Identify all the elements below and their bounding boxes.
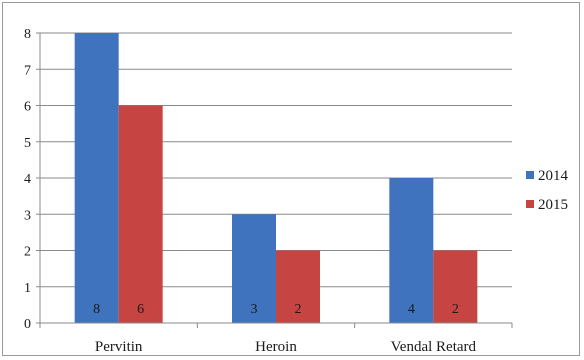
bar-2014-pervitin <box>74 33 119 323</box>
legend-label-2014: 2014 <box>538 168 569 184</box>
y-tick-label: 8 <box>24 27 31 42</box>
y-axis-ticks: 0 1 2 3 4 5 6 7 8 <box>24 27 40 332</box>
bar-2014-vendal-retard <box>389 178 434 323</box>
y-tick-label: 3 <box>24 208 31 223</box>
data-labels: 8 6 3 2 4 2 <box>93 302 459 317</box>
bar-2015-pervitin <box>118 105 163 323</box>
y-tick-label: 0 <box>24 317 31 332</box>
x-axis-labels: Pervitin Heroin Vendal Retard <box>95 339 477 355</box>
data-label: 2 <box>295 302 302 317</box>
axes <box>39 33 513 328</box>
y-tick-label: 6 <box>24 100 31 115</box>
legend-swatch-2015 <box>526 200 534 208</box>
bar-2014-heroin <box>232 214 276 323</box>
data-label: 8 <box>93 302 100 317</box>
y-tick-label: 5 <box>24 136 31 151</box>
data-label: 6 <box>137 302 144 317</box>
x-category-label: Vendal Retard <box>391 339 477 355</box>
data-label: 2 <box>452 302 459 317</box>
x-category-label: Heroin <box>255 339 297 355</box>
legend-swatch-2014 <box>526 171 534 179</box>
legend-label-2015: 2015 <box>538 197 568 213</box>
legend: 2014 2015 <box>526 168 569 213</box>
bar-2015-heroin <box>276 250 320 323</box>
y-tick-label: 1 <box>24 281 31 296</box>
data-label: 4 <box>408 302 415 317</box>
y-tick-label: 7 <box>24 63 31 78</box>
y-tick-label: 2 <box>24 245 31 260</box>
x-category-label: Pervitin <box>95 339 143 355</box>
bar-2015-vendal-retard <box>433 250 478 323</box>
y-tick-label: 4 <box>24 172 31 187</box>
data-label: 3 <box>251 302 258 317</box>
bars <box>74 33 478 323</box>
